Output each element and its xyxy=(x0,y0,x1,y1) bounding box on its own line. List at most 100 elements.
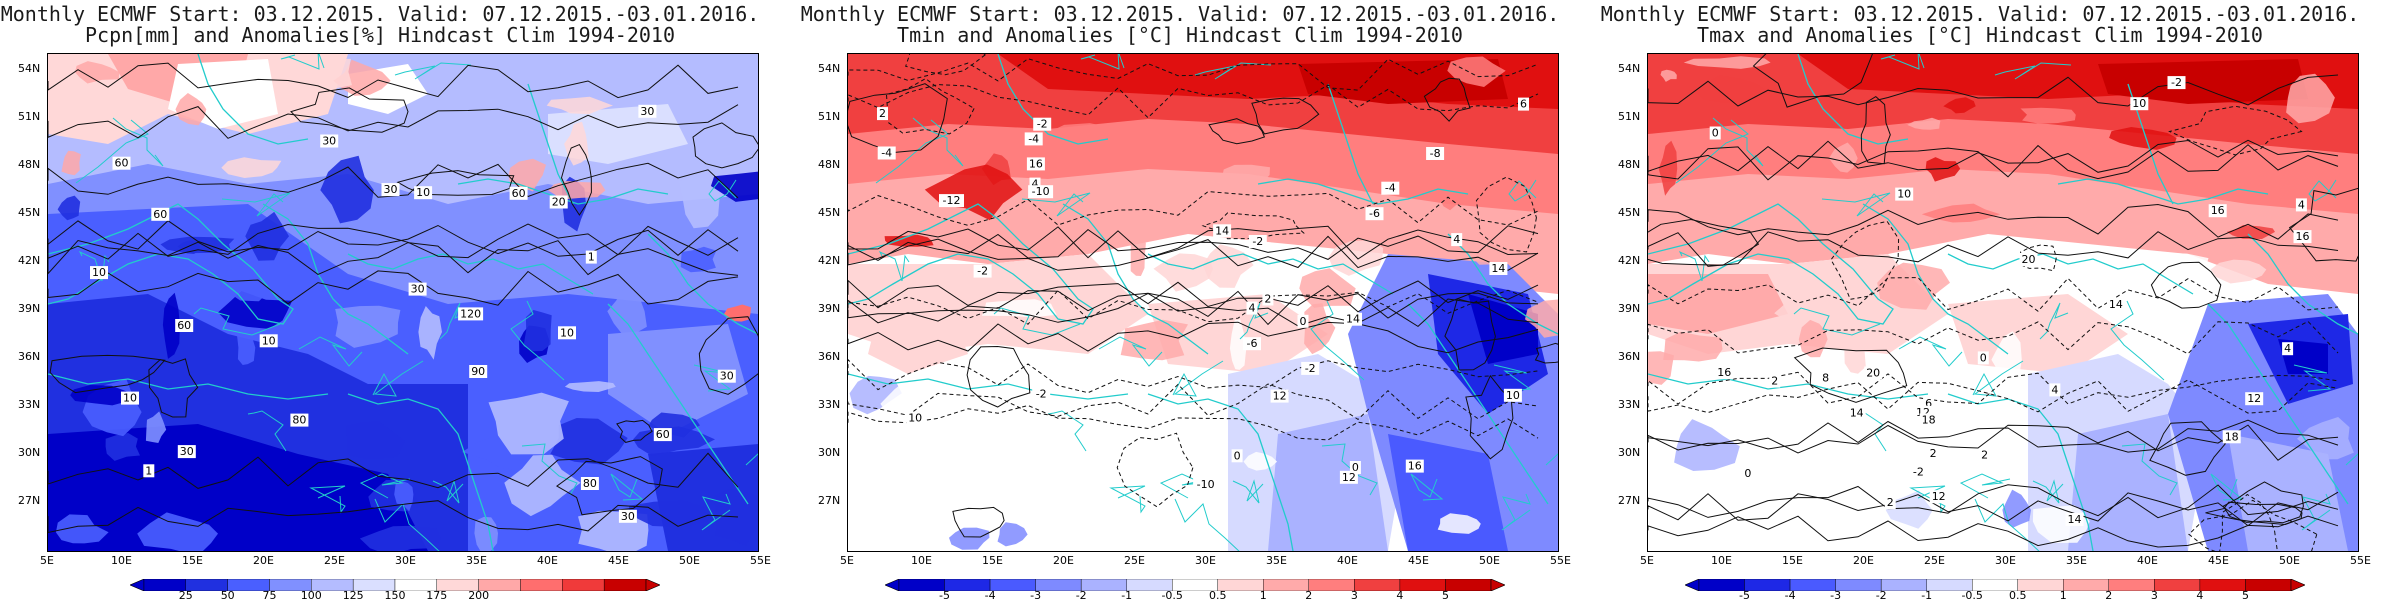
contour-label: 30 xyxy=(320,134,339,148)
svg-text:-2: -2 xyxy=(1036,388,1047,401)
svg-text:2: 2 xyxy=(879,107,886,120)
contour-label: -4 xyxy=(1024,132,1043,146)
contour-label: 0 xyxy=(1709,126,1721,140)
svg-text:1: 1 xyxy=(588,251,595,264)
svg-text:0: 0 xyxy=(1980,351,1987,364)
longitude-tick-label: 45E xyxy=(2208,554,2229,567)
colorbar-tick-label: -0.5 xyxy=(1161,589,1183,602)
contour-label: 20 xyxy=(2019,253,2038,266)
latitude-tick-label: 36N xyxy=(18,350,41,363)
longitude-tick-label: 55E xyxy=(1550,554,1571,567)
colorbar-tick-label: -0.5 xyxy=(1961,589,1983,602)
svg-text:14: 14 xyxy=(1215,224,1229,237)
latitude-tick-label: 54N xyxy=(18,62,41,75)
longitude-tick-label: 55E xyxy=(2350,554,2371,567)
panel-title-line1: Monthly ECMWF Start: 03.12.2015. Valid: … xyxy=(1600,2,2360,26)
svg-text:12: 12 xyxy=(2247,392,2261,405)
colorbar-tick-label: 200 xyxy=(468,589,490,602)
contour-label: 8 xyxy=(1820,371,1832,385)
contour-label: -12 xyxy=(939,194,964,208)
contour-label: 18 xyxy=(1919,413,1938,427)
longitude-tick-label: 30E xyxy=(1995,554,2016,567)
svg-text:10: 10 xyxy=(908,412,922,425)
svg-text:90: 90 xyxy=(471,365,485,378)
svg-text:2: 2 xyxy=(1887,496,1894,509)
longitude-tick-label: 30E xyxy=(395,554,416,567)
colorbar-tick-label: 1 xyxy=(2059,589,2067,602)
latitude-tick-label: 54N xyxy=(1618,62,1641,75)
contour-label: 30 xyxy=(618,509,637,523)
contour-label: 30 xyxy=(638,104,657,118)
contour-label: 80 xyxy=(580,477,599,490)
latitude-tick-label: 33N xyxy=(1618,398,1641,411)
contour-label: 90 xyxy=(469,365,488,378)
longitude-tick-label: 35E xyxy=(466,554,487,567)
longitude-tick-label: 50E xyxy=(679,554,700,567)
contour-label: 10 xyxy=(414,186,433,200)
colorbar-tick-label: 150 xyxy=(384,589,406,602)
tmax-colorbar xyxy=(1684,576,2306,592)
colorbar-tick-label: 3 xyxy=(1350,589,1358,602)
longitude-tick-label: 40E xyxy=(2137,554,2158,567)
contour-label: 2 xyxy=(1769,374,1781,388)
svg-text:-6: -6 xyxy=(1247,337,1258,350)
svg-text:8: 8 xyxy=(1822,372,1829,385)
contour-label: 1 xyxy=(143,464,155,478)
svg-text:-8: -8 xyxy=(1430,147,1441,160)
contour-label: 16 xyxy=(2208,204,2227,218)
colorbar-tick-label: -5 xyxy=(1739,589,1750,602)
svg-text:60: 60 xyxy=(512,187,526,200)
svg-text:10: 10 xyxy=(1897,188,1911,201)
contour-label: -4 xyxy=(1381,181,1400,195)
longitude-tick-label: 25E xyxy=(324,554,345,567)
svg-text:120: 120 xyxy=(460,307,481,320)
colorbar-tick-label: -1 xyxy=(1121,589,1133,602)
contour-label: 10 xyxy=(906,411,925,425)
svg-text:60: 60 xyxy=(115,157,129,170)
latitude-tick-label: 27N xyxy=(818,494,841,507)
contour-label: 16 xyxy=(2293,230,2312,244)
colorbar-tick-label: -4 xyxy=(1784,589,1796,602)
contour-label: 4 xyxy=(1451,233,1463,247)
longitude-tick-label: 5E xyxy=(840,554,854,567)
contour-label: 20 xyxy=(549,195,568,209)
tmax-panel: Monthly ECMWF Start: 03.12.2015. Valid: … xyxy=(1600,0,2400,602)
svg-text:80: 80 xyxy=(583,477,597,490)
svg-text:16: 16 xyxy=(1408,460,1422,473)
colorbar-tick-label: 2 xyxy=(2105,589,2113,602)
svg-text:18: 18 xyxy=(1922,413,1936,426)
svg-text:6: 6 xyxy=(1520,98,1527,111)
svg-text:12: 12 xyxy=(1932,490,1946,503)
panel-title-line2: Tmin and Anomalies [°C] Hindcast Clim 19… xyxy=(897,23,1463,47)
svg-text:14: 14 xyxy=(1850,406,1864,419)
longitude-tick-label: 50E xyxy=(1479,554,1500,567)
latitude-tick-label: 30N xyxy=(818,446,841,459)
svg-text:2: 2 xyxy=(1981,449,1988,462)
contour-label: 1 xyxy=(585,250,597,264)
longitude-tick-label: 20E xyxy=(1053,554,1074,567)
contour-label: 14 xyxy=(1489,262,1508,275)
colorbar-tick-label: -1 xyxy=(1921,589,1933,602)
contour-label: -2 xyxy=(1032,387,1051,401)
svg-text:-2: -2 xyxy=(1913,466,1924,479)
contour-label: 60 xyxy=(653,428,672,442)
svg-text:4: 4 xyxy=(2298,198,2305,211)
contour-label: -2 xyxy=(973,264,992,278)
svg-text:30: 30 xyxy=(384,183,398,196)
svg-text:6: 6 xyxy=(1925,397,1932,410)
tmin-colorbar xyxy=(884,576,1506,592)
contour-label: 14 xyxy=(1847,406,1866,420)
svg-text:10: 10 xyxy=(1506,389,1520,402)
latitude-tick-label: 42N xyxy=(18,254,41,267)
svg-text:-4: -4 xyxy=(1385,182,1396,195)
contour-label: -10 xyxy=(1028,185,1054,199)
latitude-tick-label: 30N xyxy=(1618,446,1641,459)
contour-label: 60 xyxy=(112,156,131,170)
contour-label: 30 xyxy=(717,369,736,383)
svg-text:10: 10 xyxy=(123,392,137,405)
svg-text:10: 10 xyxy=(92,266,106,279)
latitude-tick-label: 36N xyxy=(1618,350,1641,363)
colorbar-tick-label: 50 xyxy=(220,589,235,602)
longitude-tick-label: 45E xyxy=(608,554,629,567)
contour-label: -10 xyxy=(1193,478,1219,491)
